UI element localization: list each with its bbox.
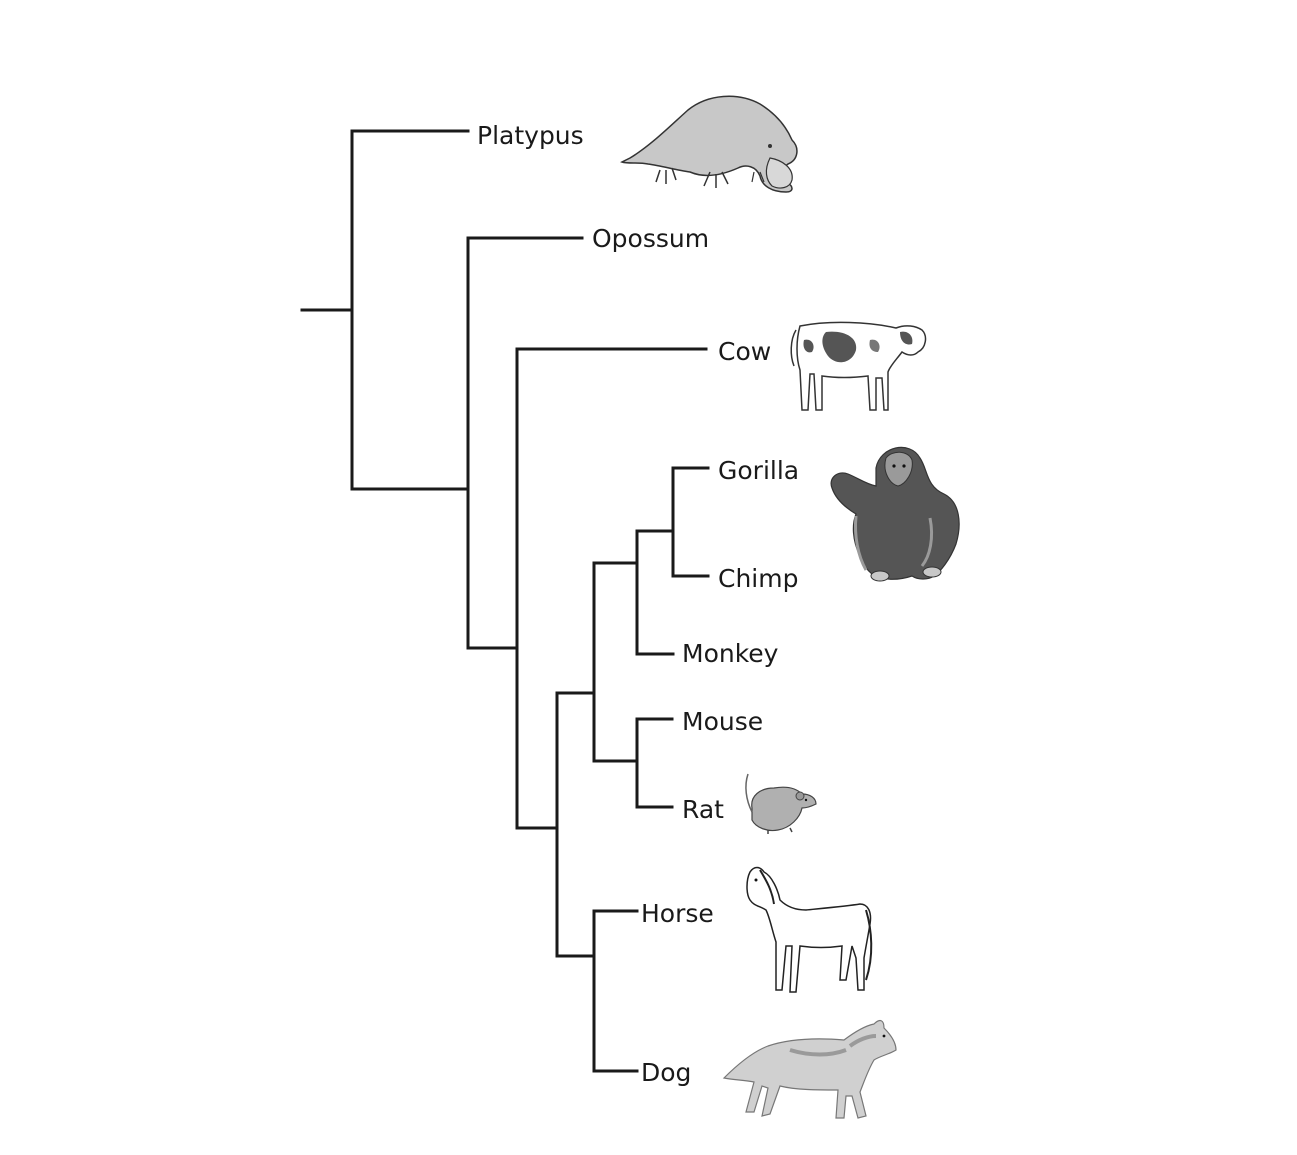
label-platypus: Platypus: [477, 121, 584, 150]
label-monkey: Monkey: [682, 639, 779, 668]
horse-illustration: [746, 866, 873, 993]
chimpanzee-illustration: [830, 446, 960, 582]
label-mouse: Mouse: [682, 707, 763, 736]
dog-illustration: [722, 1019, 897, 1119]
label-gorilla: Gorilla: [718, 456, 799, 485]
label-rat: Rat: [682, 795, 724, 824]
label-opossum: Opossum: [592, 224, 709, 253]
label-cow: Cow: [718, 337, 771, 366]
label-chimp: Chimp: [718, 564, 798, 593]
cow-illustration: [790, 321, 927, 411]
label-dog: Dog: [641, 1058, 691, 1087]
platypus-illustration: [620, 95, 798, 193]
label-horse: Horse: [641, 899, 714, 928]
rat-illustration: [745, 773, 817, 834]
